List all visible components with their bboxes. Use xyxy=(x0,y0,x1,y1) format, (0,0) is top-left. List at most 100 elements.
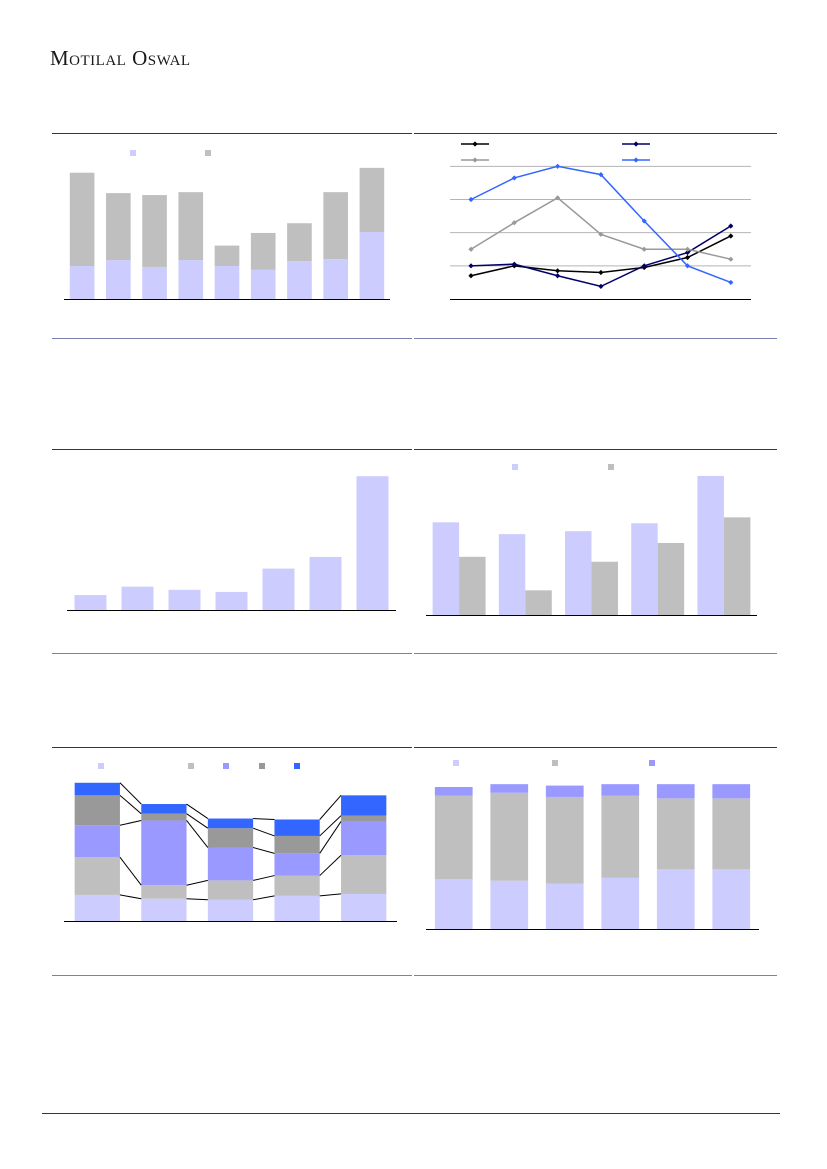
bar-segment xyxy=(74,825,120,858)
legend-swatch xyxy=(98,763,104,769)
data-point xyxy=(555,163,561,169)
bar-segment xyxy=(434,795,473,880)
section-rule xyxy=(52,653,412,654)
data-point xyxy=(684,254,691,261)
bar-segment xyxy=(434,879,473,929)
section-rule xyxy=(52,449,412,450)
bar-segment xyxy=(74,795,120,826)
series-connector xyxy=(119,856,142,886)
bar-segment xyxy=(141,885,187,899)
bar-segment xyxy=(656,784,695,799)
data-point xyxy=(728,223,734,229)
legend-swatch xyxy=(188,763,194,769)
bar-segment xyxy=(274,853,320,876)
section-rule xyxy=(414,338,777,339)
bar-segment xyxy=(178,192,204,261)
bar-segment xyxy=(207,847,254,881)
bar xyxy=(631,523,658,615)
bar-segment xyxy=(106,193,131,261)
series-connector xyxy=(119,894,142,900)
bar xyxy=(215,591,248,610)
bar xyxy=(697,475,724,615)
data-point xyxy=(598,269,604,276)
brand-logo: Motilal Oswal xyxy=(50,46,191,70)
bar-segment xyxy=(601,877,640,929)
bar-segment xyxy=(359,167,385,232)
series-connector xyxy=(319,795,342,820)
bar xyxy=(356,476,389,610)
bar-segment xyxy=(359,231,385,299)
bar xyxy=(309,556,342,610)
legend-swatch xyxy=(649,760,655,766)
stacked-bar-chart-1 xyxy=(64,150,390,300)
bar-segment xyxy=(274,835,320,854)
bar-segment xyxy=(74,782,120,796)
series-connector xyxy=(319,893,342,897)
bar-segment xyxy=(287,261,312,299)
bar-segment xyxy=(142,266,167,299)
bar xyxy=(723,517,751,615)
data-point xyxy=(728,233,734,239)
chart-panel-lines-1 xyxy=(414,134,777,338)
series-line xyxy=(470,235,732,277)
bar xyxy=(459,556,486,615)
bar-segment xyxy=(712,869,751,929)
bar-segment xyxy=(434,787,473,796)
bar-segment xyxy=(141,804,187,814)
section-rule xyxy=(52,747,412,748)
bar-segment xyxy=(656,798,695,870)
bar-segment xyxy=(601,784,640,796)
data-point xyxy=(511,220,517,226)
bar-segment xyxy=(601,795,640,878)
section-rule xyxy=(414,133,777,134)
legend-marker xyxy=(472,157,478,163)
bar-segment xyxy=(214,245,240,266)
bar xyxy=(591,561,618,615)
data-point xyxy=(641,246,647,252)
legend-swatch xyxy=(512,464,518,470)
bar-segment xyxy=(712,798,751,870)
series-connector xyxy=(119,794,142,815)
bar-segment xyxy=(214,265,240,299)
bar-segment xyxy=(141,813,187,821)
bar-segment xyxy=(141,898,187,921)
series-connector xyxy=(252,827,275,837)
bar xyxy=(121,586,154,610)
bar xyxy=(168,589,201,610)
bar xyxy=(432,522,460,615)
series-connector xyxy=(119,782,142,805)
section-rule xyxy=(52,133,412,134)
bar-segment xyxy=(106,260,131,299)
bar-segment xyxy=(274,819,320,836)
legend-marker xyxy=(472,141,478,147)
bar-segment xyxy=(250,269,276,299)
chart-panel-stacked-bars-3 xyxy=(414,748,777,975)
chart-panel-grouped-bars-1 xyxy=(414,450,777,653)
grouped-bar-chart-1 xyxy=(426,464,757,616)
footer-rule xyxy=(42,1113,780,1114)
section-rule xyxy=(414,747,777,748)
series-connector xyxy=(319,854,342,876)
data-point xyxy=(468,196,474,203)
series-connector xyxy=(186,813,209,829)
series-connector xyxy=(319,815,342,837)
bar-segment xyxy=(207,818,254,829)
data-point xyxy=(555,268,561,274)
series-connector xyxy=(253,847,275,854)
data-point xyxy=(468,263,474,269)
data-point xyxy=(598,283,604,289)
section-rule xyxy=(414,653,777,654)
bar-segment xyxy=(341,821,387,856)
legend-swatch xyxy=(552,760,558,766)
legend-swatch xyxy=(608,464,614,470)
legend-swatch xyxy=(205,150,211,156)
series-connector xyxy=(253,818,275,820)
section-rule xyxy=(52,975,412,976)
chart-panel-stacked-bars-2 xyxy=(52,748,412,975)
bar-segment xyxy=(490,880,529,929)
bar-segment xyxy=(341,855,387,894)
series-connector xyxy=(186,898,208,901)
section-rule xyxy=(414,449,777,450)
data-point xyxy=(684,246,691,252)
series-connector xyxy=(253,895,275,901)
